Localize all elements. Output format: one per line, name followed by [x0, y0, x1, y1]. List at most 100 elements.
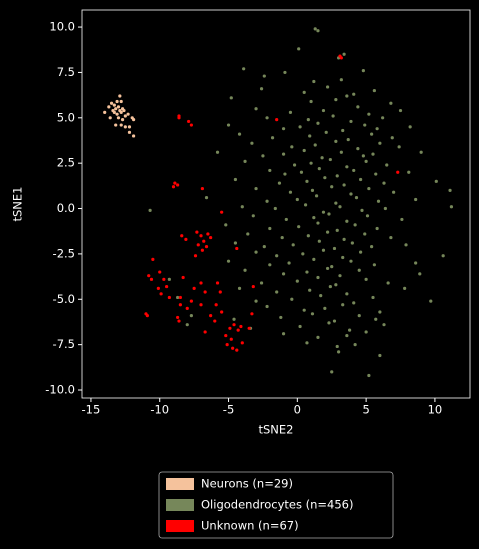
y-tick-label: -2.5 [53, 246, 75, 260]
point [206, 232, 210, 236]
point [185, 323, 189, 327]
point [378, 141, 382, 145]
point [376, 199, 381, 203]
point [330, 265, 334, 269]
point [345, 94, 349, 98]
point [203, 290, 207, 294]
point [337, 350, 341, 354]
point [357, 314, 361, 318]
point [365, 214, 370, 218]
point [334, 139, 338, 143]
point [279, 315, 283, 320]
point [262, 74, 266, 78]
point [349, 192, 353, 196]
point [292, 163, 297, 167]
point [181, 275, 185, 280]
point [189, 123, 193, 127]
point [297, 225, 301, 229]
point [359, 250, 363, 254]
x-axis-label: tSNE2 [259, 423, 294, 437]
y-tick-label: -7.5 [53, 337, 75, 351]
point [200, 248, 204, 252]
x-tick-label: 5 [362, 403, 369, 417]
y-tick-label: 5.0 [57, 110, 75, 124]
point [310, 312, 315, 316]
point [323, 176, 327, 180]
legend-box [158, 471, 394, 539]
point [328, 284, 332, 289]
point [192, 286, 196, 290]
point [233, 177, 238, 182]
point [372, 263, 376, 267]
point [378, 353, 382, 358]
point [215, 281, 220, 285]
plot-frame [81, 9, 471, 399]
point [339, 78, 343, 82]
point [345, 333, 349, 338]
point [316, 221, 320, 225]
point [247, 326, 251, 330]
point [176, 183, 180, 187]
point [361, 69, 365, 73]
point [178, 295, 182, 300]
point [213, 319, 217, 323]
point [218, 290, 222, 294]
point [370, 132, 374, 136]
point [312, 257, 316, 261]
point [342, 52, 346, 56]
point [374, 172, 378, 176]
point [317, 167, 321, 171]
point [196, 243, 200, 247]
point [195, 230, 199, 234]
point [396, 170, 400, 174]
point [330, 185, 334, 189]
point [177, 116, 181, 120]
point [316, 275, 320, 280]
point [381, 116, 385, 120]
point [374, 317, 378, 321]
point [284, 217, 288, 222]
point [254, 250, 258, 254]
point [254, 299, 258, 303]
point [281, 272, 286, 276]
point [148, 208, 152, 212]
point [306, 234, 310, 238]
point [112, 103, 116, 107]
point [364, 277, 368, 281]
point [335, 344, 339, 349]
point [114, 123, 118, 127]
point [268, 226, 272, 231]
point [308, 134, 312, 138]
point [189, 299, 193, 303]
point [265, 304, 269, 309]
point [345, 219, 349, 223]
point [277, 181, 282, 185]
point [339, 56, 343, 60]
point [243, 159, 247, 163]
point [147, 274, 151, 278]
point [127, 125, 132, 129]
point [348, 328, 352, 332]
point [288, 190, 293, 194]
point [342, 237, 346, 241]
point [224, 223, 228, 227]
point [330, 370, 334, 374]
point [320, 156, 324, 160]
y-tick-label: -5.0 [53, 292, 75, 306]
point [367, 373, 371, 378]
point [378, 310, 382, 314]
point [239, 324, 243, 329]
point [185, 306, 189, 310]
point [359, 177, 363, 182]
point [408, 125, 412, 129]
point [236, 328, 240, 332]
point [254, 107, 258, 111]
point [202, 239, 206, 243]
point [319, 294, 323, 298]
point [295, 197, 299, 202]
point [400, 217, 404, 222]
point [363, 232, 367, 236]
point [118, 94, 122, 98]
point [325, 230, 330, 234]
